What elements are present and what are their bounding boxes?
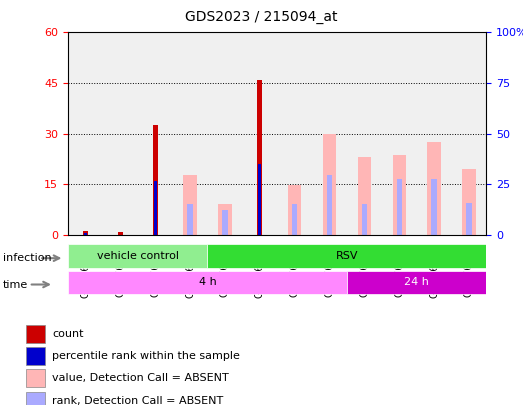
Bar [347,271,486,294]
Text: percentile rank within the sample: percentile rank within the sample [52,351,240,361]
Bar [187,204,192,235]
Bar [327,175,332,235]
Bar [258,164,261,235]
Bar [154,181,156,235]
Bar [83,231,88,235]
Bar [68,271,347,294]
Bar [323,134,336,235]
Bar [26,369,45,387]
Bar [208,244,486,268]
Bar [362,204,367,235]
Bar [184,175,197,235]
Bar [118,232,123,235]
Text: time: time [3,280,28,290]
Bar [431,179,437,235]
Bar [26,347,45,365]
Bar [358,157,371,235]
Bar [153,125,158,235]
Bar [396,179,402,235]
Text: value, Detection Call = ABSENT: value, Detection Call = ABSENT [52,373,229,383]
Text: RSV: RSV [336,251,358,261]
Bar [393,155,406,235]
Text: 4 h: 4 h [199,277,217,288]
Text: GDS2023 / 215094_at: GDS2023 / 215094_at [185,10,338,24]
Bar [218,204,232,235]
Bar [467,202,472,235]
Bar [257,80,263,235]
Bar [427,142,441,235]
Bar [26,325,45,343]
Text: vehicle control: vehicle control [97,251,179,261]
Bar [288,185,301,235]
Text: rank, Detection Call = ABSENT: rank, Detection Call = ABSENT [52,396,223,405]
Bar [68,244,208,268]
Text: count: count [52,329,84,339]
Bar [222,210,228,235]
Bar [84,233,87,235]
Bar [462,169,475,235]
Bar [292,204,297,235]
Text: infection: infection [3,254,51,263]
Text: 24 h: 24 h [404,277,429,288]
Bar [26,392,45,405]
